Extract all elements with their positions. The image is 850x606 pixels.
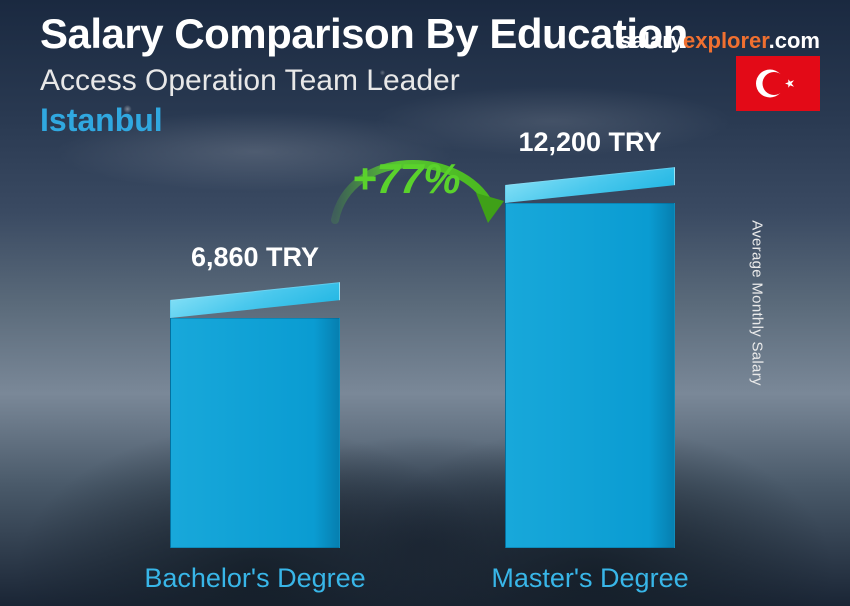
location: Istanbul: [40, 102, 820, 139]
bar-0: 6,860 TRYBachelor's Degree: [170, 300, 340, 548]
bar-value-label: 6,860 TRY: [170, 242, 340, 273]
brand-tld: .com: [769, 28, 820, 53]
bar-value-label: 12,200 TRY: [505, 127, 675, 158]
increase-value: +77%: [352, 155, 461, 202]
chart: +77% 6,860 TRYBachelor's Degree12,200 TR…: [0, 150, 850, 606]
brand-suffix: explorer: [683, 28, 769, 53]
brand-logo: salaryexplorer.com: [619, 28, 820, 54]
job-title: Access Operation Team Leader: [40, 64, 820, 98]
brand-prefix: salary: [619, 28, 683, 53]
bar-category-label: Bachelor's Degree: [140, 563, 370, 594]
flag-turkey: [736, 56, 820, 111]
bar-top: [505, 167, 675, 203]
increase-badge: +77%: [352, 155, 461, 203]
bar-front: [170, 318, 340, 548]
bar-1: 12,200 TRYMaster's Degree: [505, 185, 675, 548]
flag-icon: [736, 56, 820, 111]
bar-top: [170, 282, 340, 318]
bar-category-label: Master's Degree: [475, 563, 705, 594]
bar-front: [505, 203, 675, 548]
